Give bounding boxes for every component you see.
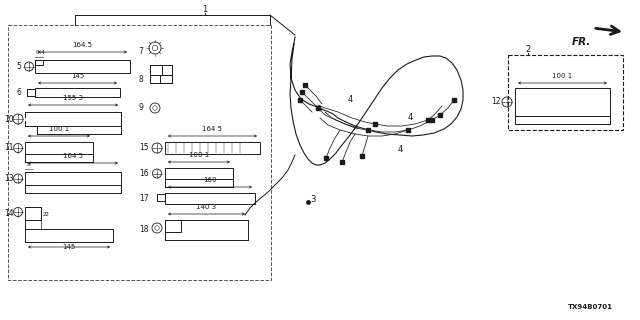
- Text: 4: 4: [348, 95, 353, 105]
- Text: 100 1: 100 1: [189, 152, 209, 158]
- Text: 9 4: 9 4: [36, 50, 45, 55]
- Bar: [157, 194, 165, 201]
- Bar: [160, 75, 172, 83]
- Bar: [35, 60, 43, 65]
- Text: 6: 6: [17, 88, 21, 97]
- Bar: [27, 89, 35, 96]
- Text: 100 1: 100 1: [552, 73, 573, 79]
- Text: 100 1: 100 1: [49, 126, 69, 132]
- Bar: [508, 55, 623, 130]
- Text: 3: 3: [310, 196, 316, 204]
- Text: 11: 11: [4, 143, 13, 153]
- Text: 145: 145: [62, 244, 76, 250]
- Text: 16: 16: [140, 169, 149, 178]
- Text: 140 3: 140 3: [196, 204, 216, 210]
- Text: 14: 14: [4, 210, 14, 219]
- Text: 22: 22: [43, 212, 50, 217]
- Text: FR.: FR.: [572, 37, 591, 47]
- Bar: [515, 88, 610, 116]
- Text: 164 5: 164 5: [202, 126, 223, 132]
- Text: 9: 9: [138, 103, 143, 113]
- Text: 4: 4: [398, 146, 403, 155]
- Text: 13: 13: [4, 174, 14, 183]
- Bar: [165, 193, 255, 204]
- Text: 17: 17: [140, 194, 149, 203]
- Text: TX94B0701: TX94B0701: [568, 304, 612, 310]
- Text: 7: 7: [138, 47, 143, 57]
- Bar: [25, 207, 41, 220]
- Bar: [150, 65, 162, 75]
- Text: 1: 1: [202, 5, 207, 14]
- Text: 12: 12: [492, 98, 501, 107]
- Bar: [35, 88, 120, 97]
- Text: 18: 18: [140, 226, 149, 235]
- Bar: [25, 172, 121, 185]
- Bar: [150, 65, 172, 83]
- Text: 155 3: 155 3: [63, 95, 83, 101]
- Bar: [25, 142, 93, 154]
- Text: 4: 4: [408, 114, 413, 123]
- Bar: [165, 168, 233, 179]
- Bar: [165, 142, 260, 154]
- Text: 145: 145: [71, 73, 84, 79]
- Text: 160: 160: [204, 177, 217, 183]
- Bar: [165, 220, 181, 232]
- Bar: [8, 25, 271, 280]
- Text: 164.5: 164.5: [72, 42, 93, 48]
- Text: 9: 9: [27, 162, 31, 167]
- Text: 15: 15: [140, 143, 149, 153]
- Bar: [35, 60, 130, 73]
- Text: 164 5: 164 5: [63, 153, 83, 159]
- Text: 5: 5: [17, 62, 21, 71]
- Text: 2: 2: [525, 45, 531, 54]
- Text: 10: 10: [4, 115, 14, 124]
- Text: 8: 8: [138, 76, 143, 84]
